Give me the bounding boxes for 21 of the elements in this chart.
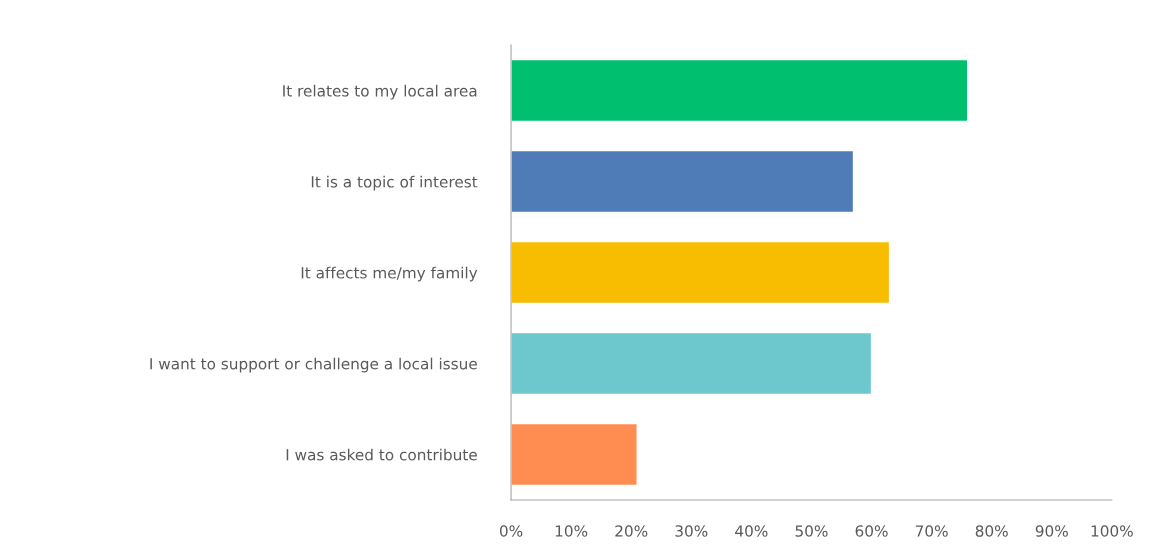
y-tick-label: I was asked to contribute bbox=[286, 448, 477, 461]
y-tick-label: I want to support or challenge a local issue bbox=[150, 357, 477, 373]
bar bbox=[511, 422, 638, 487]
x-tick-label: 100% bbox=[1091, 525, 1133, 537]
x-tick-label: 0% bbox=[499, 525, 523, 537]
bar bbox=[511, 331, 873, 396]
x-tick-label: 60% bbox=[855, 525, 888, 537]
bar bbox=[511, 58, 969, 123]
y-tick-label: It is a topic of interest bbox=[311, 175, 478, 191]
x-tick-label: 50% bbox=[795, 525, 828, 537]
y-tick-label: It affects me/my family bbox=[301, 266, 478, 282]
x-tick-label: 30% bbox=[675, 525, 708, 537]
bar bbox=[511, 240, 891, 305]
x-tick-label: 20% bbox=[615, 525, 648, 537]
y-tick-label: It relates to my local area bbox=[283, 84, 477, 100]
x-tick-label: 70% bbox=[915, 525, 948, 537]
x-tick-label: 10% bbox=[555, 525, 588, 537]
bar bbox=[511, 149, 855, 214]
x-tick-label: 90% bbox=[1035, 525, 1068, 537]
x-tick-label: 40% bbox=[735, 525, 768, 537]
x-tick-label: 80% bbox=[975, 525, 1008, 537]
